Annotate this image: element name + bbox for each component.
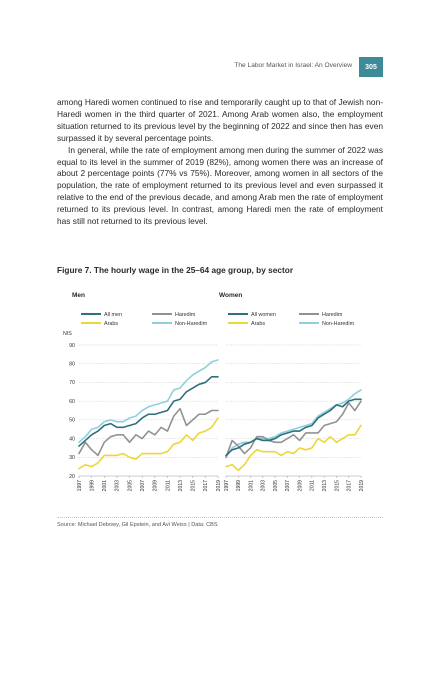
legend-label: Haredim bbox=[175, 312, 196, 318]
y-axis-label: NIS bbox=[63, 331, 72, 337]
x-tick-label: 2015 bbox=[334, 480, 340, 491]
y-tick-label: 40 bbox=[69, 436, 75, 442]
x-tick-label: 2005 bbox=[127, 480, 133, 491]
panel-title-men: Men bbox=[72, 292, 85, 299]
series-line bbox=[225, 398, 362, 457]
wage-chart: NIS 20 30 40 50 60 70 80 90 1997 1999 2001 2003 2005 2… bbox=[63, 312, 365, 491]
x-tick-label: 2007 bbox=[140, 480, 146, 491]
paragraph: In general, while the rate of employment… bbox=[57, 144, 383, 227]
divider bbox=[57, 517, 383, 518]
y-tick-label: 70 bbox=[69, 380, 75, 386]
x-tick-label: 2001 bbox=[102, 480, 108, 491]
y-tick-label: 60 bbox=[69, 399, 75, 405]
y-tick-label: 30 bbox=[69, 455, 75, 461]
legend-label: Arabs bbox=[251, 321, 265, 327]
x-tick-label: 1997 bbox=[224, 480, 230, 491]
x-tick-label: 2001 bbox=[248, 480, 254, 491]
x-tick-label: 2013 bbox=[178, 480, 184, 491]
x-tick-label: 2009 bbox=[153, 480, 159, 491]
body-text: among Haredi women continued to rise and… bbox=[57, 97, 383, 228]
page-number-badge: 305 bbox=[359, 57, 383, 77]
x-tick-label: 2009 bbox=[297, 480, 303, 491]
legend-label: All women bbox=[251, 312, 276, 318]
x-tick-label: 1997 bbox=[77, 480, 83, 491]
y-tick-label: 90 bbox=[69, 343, 75, 349]
x-tick-label: 1999 bbox=[89, 480, 95, 491]
legend-label: Non-Haredim bbox=[322, 321, 355, 327]
x-tick-label: 2003 bbox=[261, 480, 267, 491]
x-tick-label: 2017 bbox=[347, 480, 353, 491]
series-line bbox=[78, 376, 219, 447]
series-line bbox=[225, 400, 362, 459]
legend-label: Arabs bbox=[104, 321, 118, 327]
x-tick-label: 2013 bbox=[322, 480, 328, 491]
paragraph: among Haredi women continued to rise and… bbox=[57, 97, 383, 143]
x-tick-label: 2005 bbox=[273, 480, 279, 491]
legend-label: All men bbox=[104, 312, 122, 318]
x-tick-label: 2019 bbox=[359, 480, 365, 491]
series-line bbox=[78, 417, 219, 470]
x-tick-label: 2011 bbox=[165, 480, 171, 491]
x-tick-label: 2011 bbox=[310, 480, 316, 491]
x-tick-label: 2019 bbox=[216, 480, 222, 491]
legend-label: Non-Haredim bbox=[175, 321, 208, 327]
figure-title: Figure 7. The hourly wage in the 25–64 a… bbox=[57, 265, 294, 275]
y-tick-label: 50 bbox=[69, 418, 75, 424]
series-line bbox=[78, 407, 219, 457]
series-line bbox=[78, 359, 219, 444]
y-tick-label: 20 bbox=[69, 474, 75, 480]
running-header: The Labor Market in Israel: An Overview bbox=[234, 62, 352, 69]
x-tick-label: 2017 bbox=[203, 480, 209, 491]
figure-source: Source: Michael Debowy, Gil Epstein, and… bbox=[57, 522, 218, 528]
series-line bbox=[225, 389, 362, 459]
x-tick-label: 2015 bbox=[191, 480, 197, 491]
x-tick-label: 2007 bbox=[285, 480, 291, 491]
panel-title-women: Women bbox=[219, 292, 243, 299]
x-tick-label: 1999 bbox=[236, 480, 242, 491]
x-tick-label: 2003 bbox=[115, 480, 121, 491]
series-line bbox=[225, 424, 362, 472]
y-tick-label: 80 bbox=[69, 362, 75, 368]
legend-label: Haredim bbox=[322, 312, 343, 318]
